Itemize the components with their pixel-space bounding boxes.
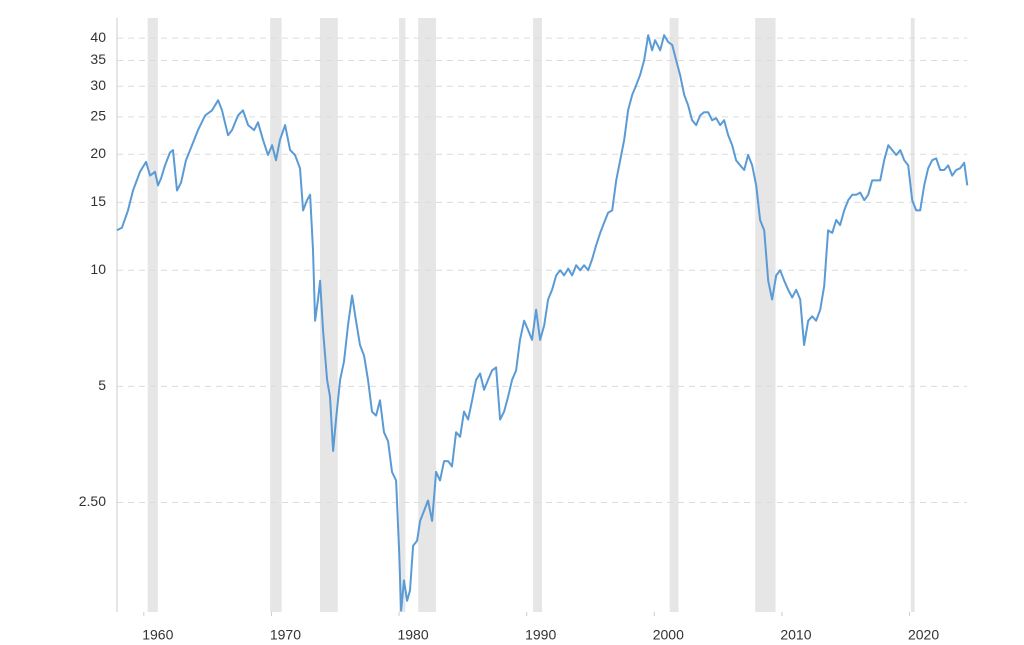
y-tick-label: 25 — [90, 108, 106, 124]
y-tick-label: 40 — [90, 29, 106, 45]
x-tick-label: 1990 — [525, 627, 556, 643]
x-tick-label: 1970 — [270, 627, 301, 643]
x-tick-label: 1960 — [142, 627, 173, 643]
data-line — [116, 34, 969, 612]
recession-band — [399, 18, 406, 612]
x-tick-label: 2020 — [908, 627, 939, 643]
y-tick-label: 2.50 — [79, 493, 106, 509]
y-tick-label: 10 — [90, 261, 106, 277]
y-tick-label: 30 — [90, 77, 106, 93]
recession-band — [910, 18, 915, 612]
y-tick-label: 15 — [90, 193, 106, 209]
x-tick-label: 2010 — [780, 627, 811, 643]
recession-band — [147, 18, 158, 612]
x-tick-label: 1980 — [397, 627, 428, 643]
y-tick-label: 35 — [90, 51, 106, 67]
recession-band — [270, 18, 282, 612]
recession-band — [755, 18, 776, 612]
recession-band — [319, 18, 338, 612]
x-tick-label: 2000 — [653, 627, 684, 643]
y-tick-label: 5 — [98, 377, 106, 393]
recession-band — [669, 18, 679, 612]
recession-band — [418, 18, 437, 612]
y-tick-label: 20 — [90, 145, 106, 161]
